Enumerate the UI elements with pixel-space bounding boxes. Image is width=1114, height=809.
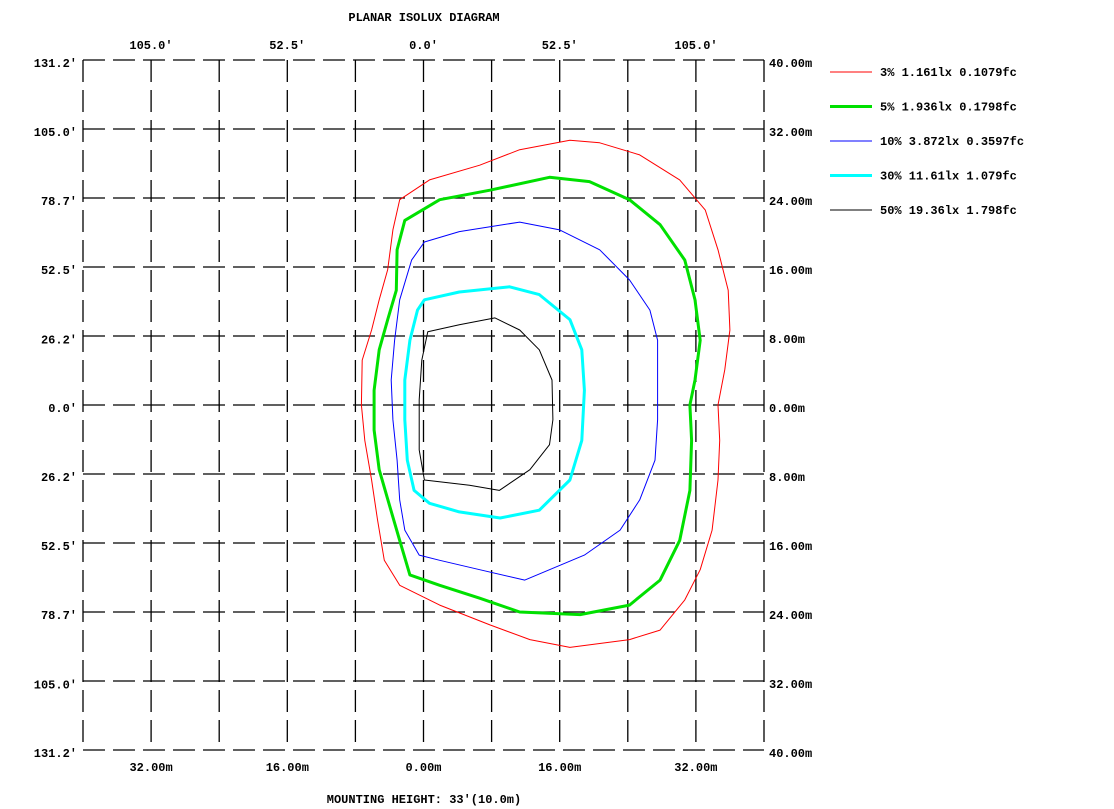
x-tick-label: 16.00m bbox=[538, 761, 581, 775]
legend-label: 3% 1.161lx 0.1079fc bbox=[880, 66, 1017, 80]
chart-title: PLANAR ISOLUX DIAGRAM bbox=[348, 11, 499, 25]
y-tick-label: 40.00m bbox=[769, 747, 812, 761]
y-tick-label: 32.00m bbox=[769, 678, 812, 692]
y2-tick-label: 52.5' bbox=[41, 264, 77, 278]
y-tick-label: 24.00m bbox=[769, 195, 812, 209]
y-tick-label: 16.00m bbox=[769, 540, 812, 554]
x-tick-label: 32.00m bbox=[674, 761, 717, 775]
x-tick-label: 32.00m bbox=[129, 761, 172, 775]
x2-tick-label: 0.0' bbox=[409, 39, 438, 53]
y2-tick-label: 105.0' bbox=[34, 126, 77, 140]
legend-label: 5% 1.936lx 0.1798fc bbox=[880, 101, 1017, 115]
y-tick-label: 24.00m bbox=[769, 609, 812, 623]
y2-tick-label: 105.0' bbox=[34, 678, 77, 692]
y-tick-label: 16.00m bbox=[769, 264, 812, 278]
y-tick-label: 32.00m bbox=[769, 126, 812, 140]
isolux-contour bbox=[360, 139, 731, 648]
y2-tick-label: 26.2' bbox=[41, 471, 77, 485]
y2-tick-label: 52.5' bbox=[41, 540, 77, 554]
x-axis-label: MOUNTING HEIGHT: 33'(10.0m) bbox=[327, 793, 521, 807]
legend-label: 50% 19.36lx 1.798fc bbox=[880, 204, 1017, 218]
isolux-contour bbox=[418, 317, 554, 491]
y-tick-label: 8.00m bbox=[769, 471, 805, 485]
x2-tick-label: 52.5' bbox=[542, 39, 578, 53]
x-tick-label: 16.00m bbox=[266, 761, 309, 775]
y2-tick-label: 0.0' bbox=[48, 402, 77, 416]
y2-tick-label: 78.7' bbox=[41, 609, 77, 623]
isolux-contour bbox=[390, 221, 659, 581]
y-tick-label: 8.00m bbox=[769, 333, 805, 347]
isolux-contour bbox=[372, 175, 702, 617]
x2-tick-label: 105.0' bbox=[129, 39, 172, 53]
x2-tick-label: 52.5' bbox=[269, 39, 305, 53]
y2-tick-label: 78.7' bbox=[41, 195, 77, 209]
legend-label: 10% 3.872lx 0.3597fc bbox=[880, 135, 1024, 149]
y-tick-label: 40.00m bbox=[769, 57, 812, 71]
isolux-contour bbox=[403, 285, 586, 520]
x-tick-label: 0.00m bbox=[405, 761, 441, 775]
y2-tick-label: 131.2' bbox=[34, 747, 77, 761]
x2-tick-label: 105.0' bbox=[674, 39, 717, 53]
legend-label: 30% 11.61lx 1.079fc bbox=[880, 170, 1017, 184]
y2-tick-label: 26.2' bbox=[41, 333, 77, 347]
y-tick-label: 0.00m bbox=[769, 402, 805, 416]
y2-tick-label: 131.2' bbox=[34, 57, 77, 71]
